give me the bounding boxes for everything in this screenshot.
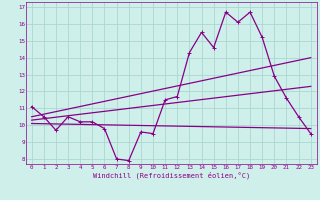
- X-axis label: Windchill (Refroidissement éolien,°C): Windchill (Refroidissement éolien,°C): [92, 172, 250, 179]
